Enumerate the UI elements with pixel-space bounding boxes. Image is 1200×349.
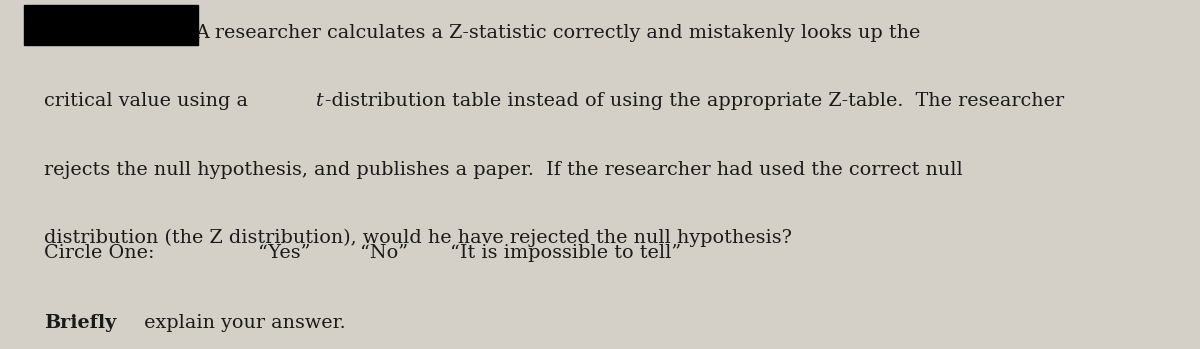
Text: -distribution table instead of using the appropriate Z-table.  The researcher: -distribution table instead of using the… [325, 92, 1064, 111]
Text: Circle One:: Circle One: [44, 244, 155, 262]
Text: “No”: “No” [360, 244, 408, 262]
Text: distribution (the Z distribution), would he have rejected the null hypothesis?: distribution (the Z distribution), would… [44, 229, 792, 247]
Text: “It is impossible to tell”: “It is impossible to tell” [450, 244, 682, 262]
Text: Briefly: Briefly [44, 314, 116, 332]
Text: t: t [316, 92, 323, 111]
Text: A researcher calculates a Z-statistic correctly and mistakenly looks up the: A researcher calculates a Z-statistic co… [196, 24, 920, 43]
Text: explain your answer.: explain your answer. [138, 314, 346, 332]
Text: “Yes”: “Yes” [258, 244, 311, 262]
Bar [24, 5, 198, 45]
Text: rejects the null hypothesis, and publishes a paper.  If the researcher had used : rejects the null hypothesis, and publish… [44, 161, 964, 179]
Text: critical value using a: critical value using a [44, 92, 254, 111]
